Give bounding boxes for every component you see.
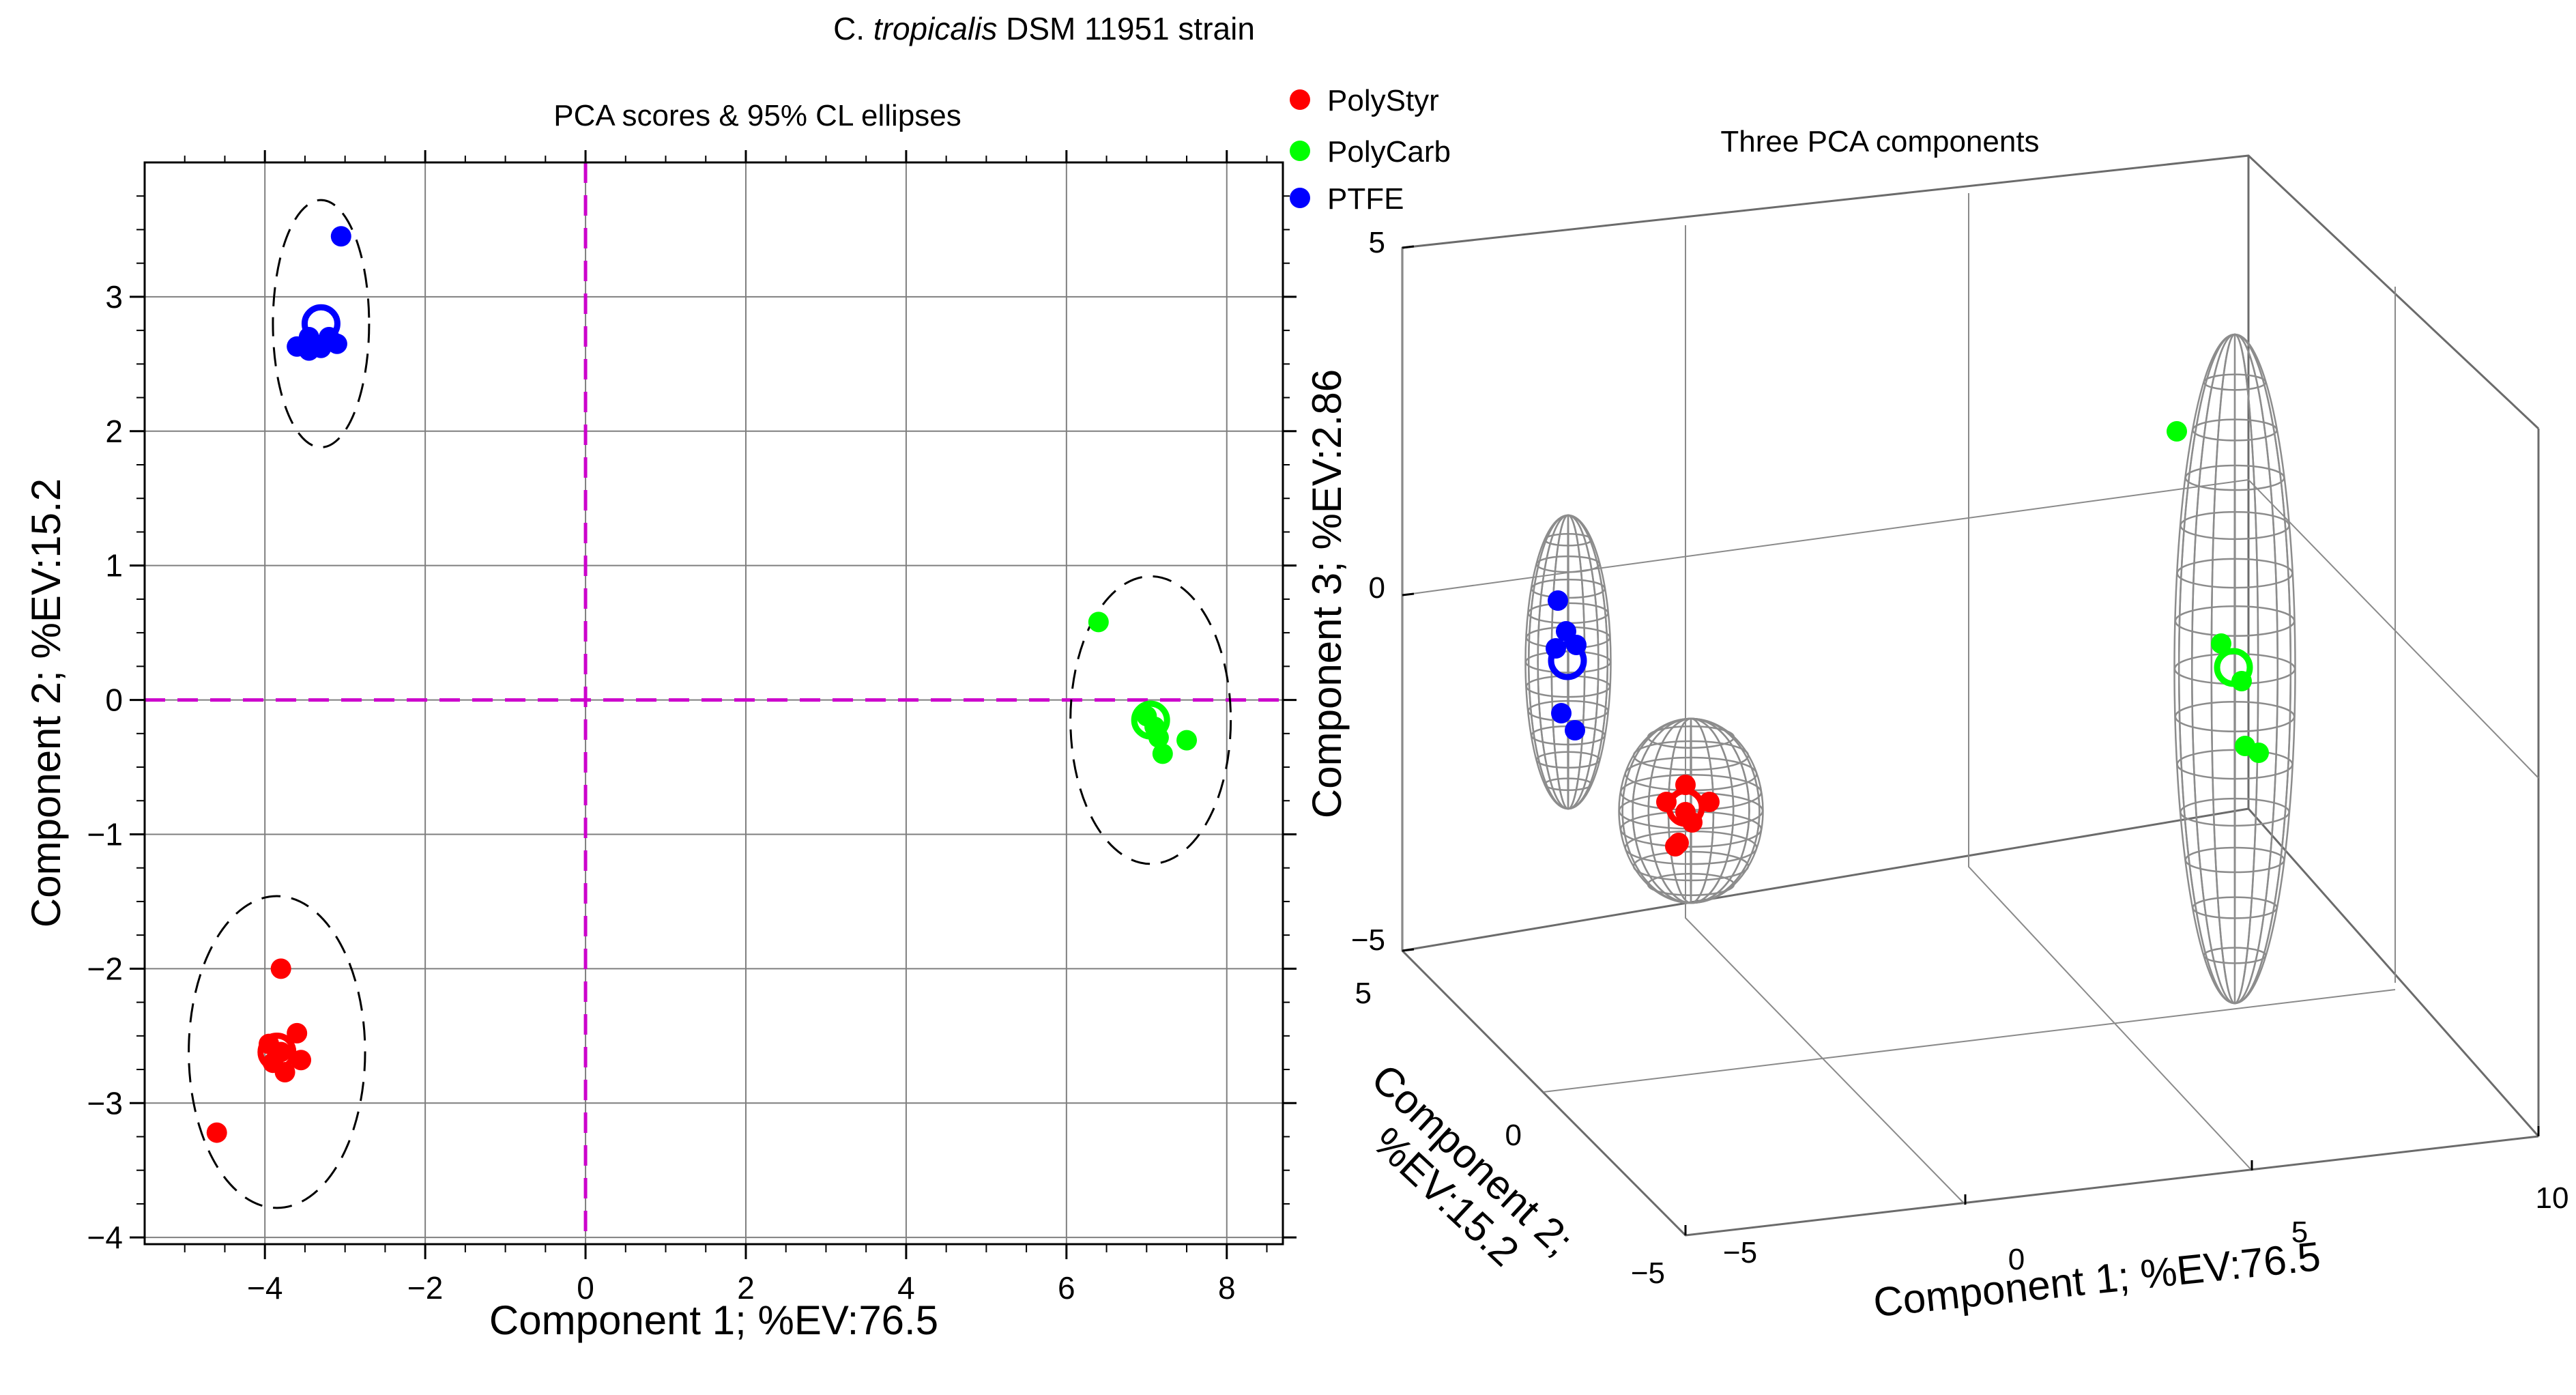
data-point-polycarb	[1176, 730, 1198, 751]
legend-marker-polystyr	[1290, 89, 1310, 110]
xtick-label: −5	[1723, 1236, 1757, 1269]
pca-3d-ylabel: Component 2; %EV:15.2	[1332, 1055, 1591, 1305]
ellipsoid-meridian	[1567, 514, 1569, 810]
ellipsoid-meridian	[2177, 333, 2292, 1005]
data-point	[1565, 720, 1585, 740]
data-point-polystyr	[206, 1122, 227, 1143]
data-point	[2211, 633, 2231, 654]
data-point-polystyr	[270, 958, 291, 979]
ytick-label: −1	[87, 816, 123, 852]
confidence-ellipse-polystyr	[188, 895, 366, 1209]
ytick-label: 0	[105, 682, 123, 718]
ellipsoid-ptfe	[1524, 514, 1612, 810]
legend: PolyStyr PolyCarb PTFE	[1290, 84, 1451, 216]
pca-2d-ylabel: Component 2; %EV:15.2	[23, 478, 69, 927]
legend-marker-polycarb	[1290, 141, 1310, 161]
xtick-label: 0	[2008, 1243, 2025, 1276]
centroid-marker	[1548, 641, 1587, 680]
pca-3d-ticks	[1402, 245, 2540, 1235]
ytick-label: 1	[105, 548, 123, 584]
data-point	[1548, 590, 1568, 611]
xtick-label: 4	[897, 1270, 915, 1306]
legend-label-polystyr: PolyStyr	[1327, 84, 1439, 117]
xtick-label: 6	[1058, 1270, 1075, 1306]
ytick-label: −2	[87, 951, 123, 986]
pca-3d-xlabel: Component 1; %EV:76.5	[1871, 1233, 2323, 1325]
ellipsoid-meridian	[1527, 514, 1609, 810]
ytick-label: 2	[105, 414, 123, 449]
confidence-ellipse-polycarb	[1069, 575, 1232, 865]
ytick-label: −4	[87, 1220, 123, 1255]
xtick-label: 5	[2291, 1216, 2308, 1249]
ytick-label: −5	[1631, 1256, 1665, 1290]
ellipsoid-polycarb	[2173, 333, 2296, 1005]
ztick-label: −5	[1351, 923, 1385, 957]
confidence-ellipse-ptfe	[272, 199, 371, 448]
pca-3d-plot: Three PCA components	[1304, 125, 2568, 1325]
ztick-label: 0	[1369, 571, 1385, 605]
pca-2d-title: PCA scores & 95% CL ellipses	[553, 99, 961, 132]
ytick-label: −3	[87, 1085, 123, 1121]
series-ptfe-3d	[1546, 590, 1587, 740]
pca-2d-grid	[145, 162, 1283, 1244]
legend-label-ptfe: PTFE	[1327, 182, 1404, 216]
centroid-marker	[2214, 648, 2253, 687]
centroid-marker-ptfe	[301, 304, 341, 343]
data-point-polycarb	[1152, 743, 1173, 764]
centroid-marker-polycarb	[1131, 700, 1170, 740]
ytick-label: 3	[105, 279, 123, 315]
data-point-polycarb	[1088, 612, 1109, 633]
ytick-label: 0	[1505, 1119, 1522, 1152]
pca-3d-box	[1401, 154, 2540, 1237]
pca-2d-xlabel: Component 1; %EV:76.5	[489, 1297, 938, 1343]
centroid-marker	[1666, 788, 1705, 827]
xtick-label: 10	[2536, 1181, 2569, 1215]
pca-3d-points	[1546, 421, 2269, 857]
data-point	[1551, 703, 1572, 723]
pca-2d-ellipses	[188, 199, 1232, 1209]
pca-2d-ticks: −4 −2 0 2 4 6 8 −4 −3 −2 −1 0 1 2 3	[87, 150, 1297, 1306]
legend-marker-ptfe	[1290, 188, 1310, 208]
data-point-ptfe	[330, 226, 351, 247]
centroid-marker-polystyr	[257, 1032, 297, 1072]
data-point	[1665, 836, 1685, 857]
data-point-polystyr	[287, 1022, 308, 1044]
xtick-label: 2	[737, 1270, 755, 1306]
pca-3d-zlabel: Component 3; %EV:2.86	[1304, 369, 1350, 818]
xtick-label: 0	[577, 1270, 594, 1306]
pca-2d-plot: PCA scores & 95% CL ellipses −4 −2 0 2 4 6 8−4…	[23, 99, 1297, 1343]
data-point	[2248, 743, 2269, 763]
xtick-label: 8	[1218, 1270, 1236, 1306]
figure-title: C. tropicalis DSM 11951 strain	[833, 11, 1255, 46]
pca-3d-grid	[1402, 193, 2539, 1205]
pca-2d-points	[206, 226, 1198, 1143]
series-polystyr-3d	[1656, 775, 1720, 857]
xtick-label: −4	[247, 1270, 283, 1306]
ztick-label: 5	[1369, 226, 1385, 259]
ellipsoid-meridian	[1621, 717, 1761, 904]
data-point	[2167, 421, 2187, 442]
pca-3d-tick-labels: 5 0 −5 5 0 −5 −5 0 5 10	[1351, 226, 2569, 1290]
pca-3d-ellipsoids	[1524, 333, 2296, 1005]
pca-3d-title: Three PCA components	[1720, 125, 2039, 158]
pca-2d-frame	[143, 161, 1284, 1246]
ytick-label: 5	[1355, 977, 1372, 1010]
series-polycarb-3d	[2167, 421, 2269, 763]
xtick-label: −2	[407, 1270, 443, 1306]
legend-label-polycarb: PolyCarb	[1327, 135, 1451, 169]
data-point-polystyr	[270, 1041, 291, 1063]
